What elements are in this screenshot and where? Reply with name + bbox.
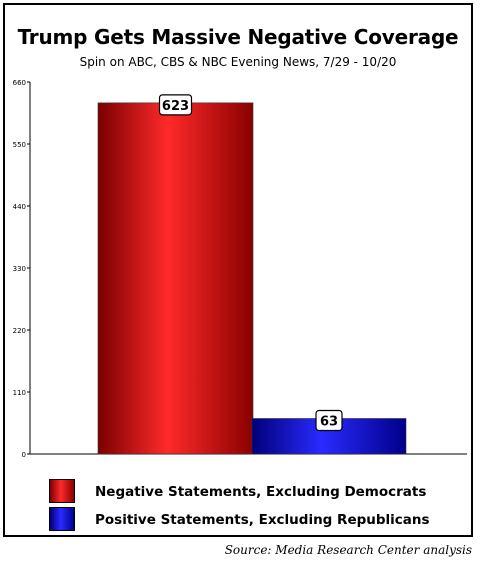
data-label: 63 [320, 414, 338, 429]
legend-label-positive: Positive Statements, Excluding Republica… [95, 512, 430, 528]
legend-swatch-negative [49, 479, 75, 503]
data-label: 623 [162, 99, 189, 114]
chart-subtitle: Spin on ABC, CBS & NBC Evening News, 7/2… [79, 55, 397, 69]
bars [97, 102, 407, 455]
data-labels: 623 63 [158, 94, 343, 432]
legend-item-negative: Negative Statements, Excluding Democrats [49, 479, 449, 507]
y-tick-label: 0 [22, 451, 26, 459]
legend-swatch-positive [49, 507, 75, 531]
y-tick-label: 330 [13, 265, 26, 273]
data-label-box [158, 94, 193, 116]
bar-chart: 0 110 220 330 440 550 660 623 63 [13, 79, 467, 459]
y-tick-label: 440 [13, 203, 26, 211]
data-label-box [315, 409, 343, 432]
y-tick-label: 550 [13, 141, 26, 149]
legend-item-positive: Positive Statements, Excluding Republica… [49, 507, 449, 535]
y-tick-label: 110 [13, 389, 26, 397]
source-note: Source: Media Research Center analysis [224, 543, 472, 557]
chart-title: Trump Gets Massive Negative Coverage [17, 25, 459, 49]
bar-negative [97, 102, 254, 455]
chart-frame: Trump Gets Massive Negative Coverage Spi… [3, 3, 473, 537]
y-tick-label: 660 [13, 79, 26, 87]
legend-label-negative: Negative Statements, Excluding Democrats [95, 484, 427, 500]
y-tick-label: 220 [13, 327, 26, 335]
